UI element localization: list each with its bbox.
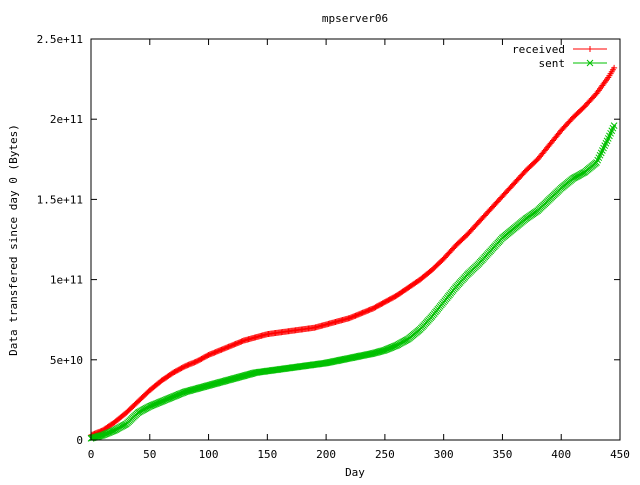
y-tick-label: 2.5e+11	[37, 33, 83, 46]
x-tick-label: 300	[434, 448, 454, 461]
legend-label-received: received	[512, 43, 565, 56]
data-point-received	[611, 64, 618, 71]
legend-label-sent: sent	[539, 57, 566, 70]
series-sent	[87, 122, 618, 442]
x-tick-label: 0	[88, 448, 95, 461]
series-layer	[87, 64, 618, 442]
series-received	[88, 64, 618, 439]
x-tick-label: 100	[199, 448, 219, 461]
legend-marker-received	[587, 46, 593, 52]
axes: 0 50 100 150 200 250 300 350 400 450 0 5e+10 1e+11 1.…	[37, 33, 630, 461]
y-tick-label: 5e+10	[50, 354, 83, 367]
legend-marker-sent	[586, 59, 594, 67]
x-tick-label: 450	[610, 448, 630, 461]
x-tick-label: 250	[375, 448, 395, 461]
plot-frame	[90, 38, 621, 441]
x-tick-label: 150	[257, 448, 277, 461]
y-tick-label: 1.5e+11	[37, 193, 83, 206]
data-point-sent	[610, 122, 618, 129]
series-line-received	[90, 67, 615, 436]
x-tick-label: 50	[143, 448, 156, 461]
data-point-sent	[380, 347, 388, 354]
chart-title: mpserver06	[322, 12, 388, 25]
y-axis-label: Data transfered since day 0 (Bytes)	[7, 124, 20, 356]
y-tick-label: 0	[76, 434, 83, 447]
x-axis-label: Day	[345, 466, 365, 479]
series-line-sent	[90, 125, 615, 439]
x-tick-label: 400	[551, 448, 571, 461]
y-tick-label: 2e+11	[50, 113, 83, 126]
x-tick-label: 200	[316, 448, 336, 461]
x-tick-label: 350	[493, 448, 513, 461]
data-point-sent	[98, 432, 105, 439]
y-tick-label: 1e+11	[50, 274, 83, 287]
